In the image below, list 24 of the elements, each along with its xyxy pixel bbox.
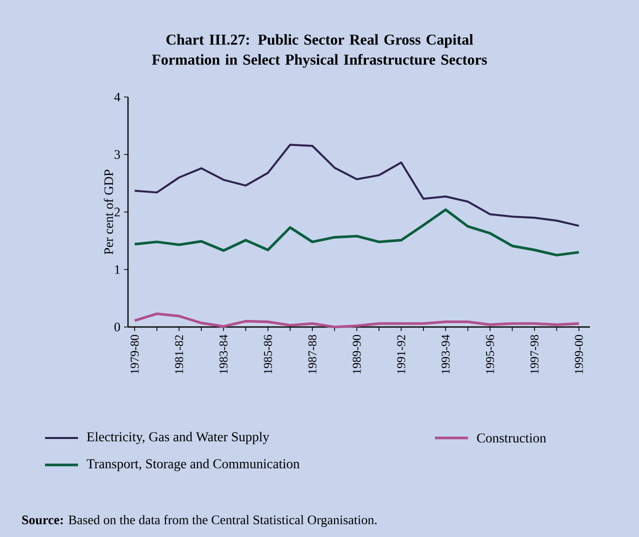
text: Source: Based on the data from the Central Statistical Organisation. bbox=[22, 515, 377, 527]
line-series bbox=[134, 144, 580, 227]
x-tick-label: 1985-86 bbox=[264, 334, 272, 374]
x-tick-label: 1979-80 bbox=[130, 334, 139, 374]
line-series bbox=[133, 208, 580, 256]
y-tick-label: 2 bbox=[114, 208, 120, 216]
y-tick-label: 1 bbox=[115, 265, 120, 274]
x-tick-label: 1999-00 bbox=[574, 334, 583, 374]
x-tick-label: 1987-88 bbox=[308, 334, 316, 374]
y-tick-label: 3 bbox=[114, 150, 120, 159]
y-axis-title: Per cent of GDP bbox=[104, 170, 114, 254]
x-tick-label: 1993-94 bbox=[442, 334, 450, 374]
y-tick-label: 4 bbox=[114, 92, 120, 102]
x-tick-label: 1991-92 bbox=[397, 335, 406, 374]
x-tick-label: 1997-98 bbox=[530, 334, 539, 374]
x-tick-label: 1995-96 bbox=[486, 334, 494, 374]
legend-label: Transport, Storage and Communication bbox=[86, 458, 300, 472]
x-tick-label: 1983-84 bbox=[219, 334, 228, 374]
y-tick-label: 0 bbox=[114, 322, 120, 332]
legend-label: Electricity, Gas and Water Supply bbox=[86, 432, 270, 444]
chart-title: Chart III.27: Public Sector Real Gross Capital Formation in Select Physical Infrastructure Sectors bbox=[152, 34, 487, 68]
legend-label: Construction bbox=[477, 433, 546, 443]
x-tick-label: 1989-90 bbox=[352, 334, 361, 374]
x-tick-label: 1981-82 bbox=[175, 335, 184, 374]
